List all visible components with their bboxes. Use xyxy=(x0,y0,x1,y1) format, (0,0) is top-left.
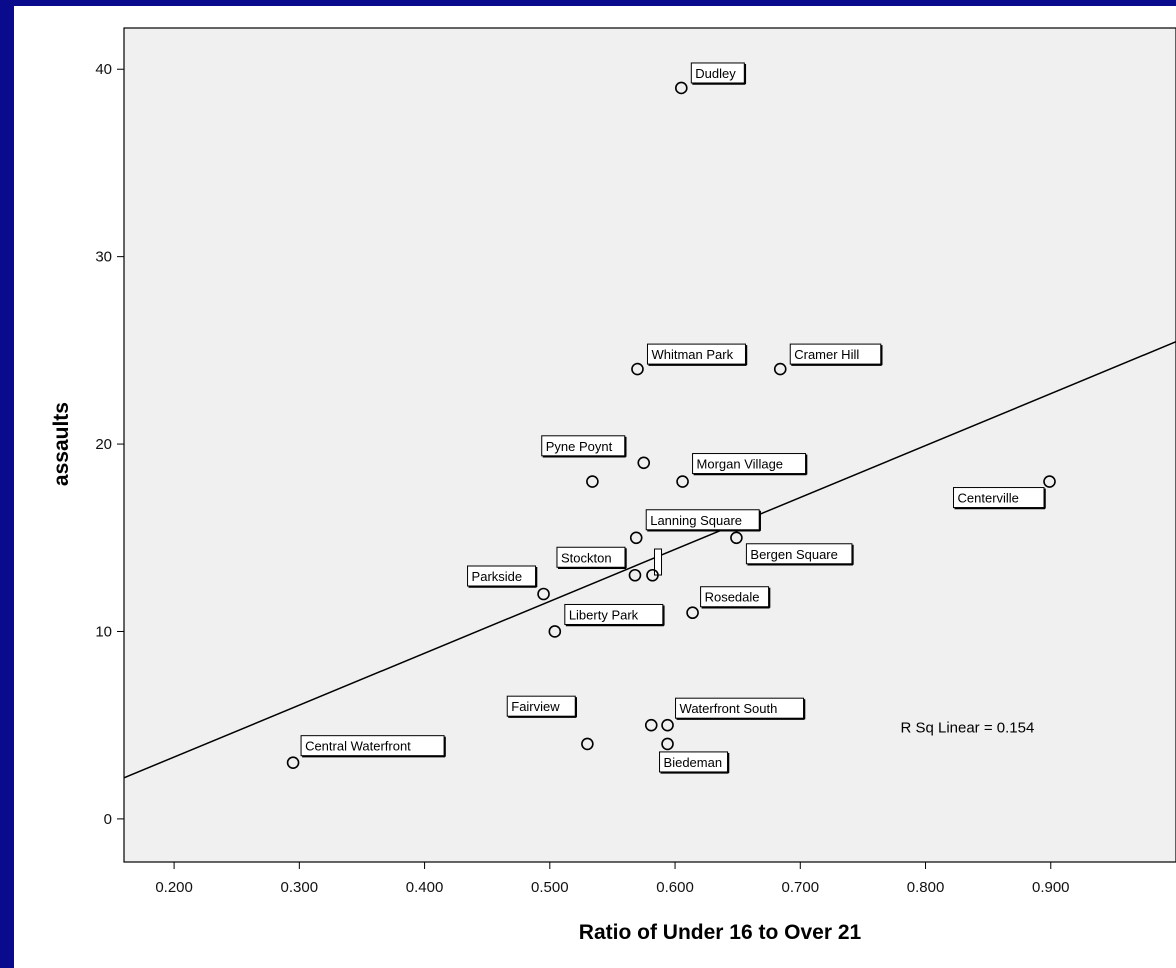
x-tick-label: 0.800 xyxy=(907,879,945,896)
point-label: Fairview xyxy=(511,699,560,714)
point-label-box xyxy=(564,603,664,625)
point-label: Whitman Park xyxy=(651,347,733,362)
y-tick-label: 0 xyxy=(104,811,112,828)
point-label: Cramer Hill xyxy=(794,347,859,362)
x-tick-label: 0.300 xyxy=(281,879,319,896)
data-point xyxy=(661,718,674,732)
point-label: Waterfront South xyxy=(680,701,778,716)
point-label: Rosedale xyxy=(705,590,760,605)
data-point xyxy=(773,362,787,376)
data-point xyxy=(586,475,599,488)
x-axis-title: Ratio of Under 16 to Over 21 xyxy=(579,921,862,944)
x-tick-label: 0.900 xyxy=(1032,879,1070,896)
scatter-chart: 0.200 0.300 0.400 0.500 0.600 0.700 0.800 0.900… xyxy=(50,27,1176,944)
point-label-box xyxy=(541,435,626,457)
point-label-box xyxy=(659,751,729,773)
point-label-box xyxy=(700,586,770,608)
point-label-box xyxy=(506,695,576,717)
y-tick-label: 30 xyxy=(95,249,112,266)
x-tick-label: 0.400 xyxy=(406,879,444,896)
data-point xyxy=(637,456,651,470)
y-tick-label: 10 xyxy=(95,623,112,640)
data-point xyxy=(581,737,594,751)
data-point xyxy=(730,531,743,545)
x-tick-label: 0.500 xyxy=(531,879,569,896)
x-tick-label: 0.200 xyxy=(155,879,193,896)
point-label: Centerville xyxy=(958,491,1019,506)
data-point xyxy=(646,568,659,582)
fit-line-label: R Sq Linear = 0.154 xyxy=(900,720,1034,737)
point-label: Morgan Village xyxy=(697,457,783,472)
point-label-box xyxy=(690,62,745,84)
point-label-box xyxy=(692,453,807,475)
plot-area xyxy=(123,27,1176,863)
data-point xyxy=(676,475,689,488)
point-label-box xyxy=(556,546,626,568)
point-label-box xyxy=(300,735,445,757)
point-label: Bergen Square xyxy=(750,547,837,562)
y-axis-title: assaults xyxy=(50,402,73,486)
y-tick-label: 40 xyxy=(95,61,112,78)
point-label: Stockton xyxy=(561,550,612,565)
point-label: Dudley xyxy=(695,66,736,81)
data-point xyxy=(1043,475,1056,488)
data-point xyxy=(631,362,644,376)
data-point xyxy=(548,625,562,638)
data-point xyxy=(644,718,658,732)
data-point xyxy=(628,568,642,582)
data-point xyxy=(537,587,550,601)
point-label: Liberty Park xyxy=(569,607,639,622)
point-label: Central Waterfront xyxy=(305,739,411,754)
point-label: Biedeman xyxy=(664,755,723,770)
point-label-box xyxy=(789,343,882,365)
point-label-box xyxy=(645,509,760,531)
chart-frame: 0.200 0.300 0.400 0.500 0.600 0.700 0.800 0.900… xyxy=(14,6,1176,968)
fit-line xyxy=(124,341,1176,779)
point-label-box xyxy=(953,487,1045,509)
data-point xyxy=(286,756,300,769)
point-label-box xyxy=(745,543,853,565)
point-label-box xyxy=(675,697,805,719)
point-label: Pyne Poynt xyxy=(546,439,613,454)
data-point xyxy=(675,81,688,95)
point-label: Parkside xyxy=(472,569,523,584)
y-tick-label: 20 xyxy=(95,436,112,453)
data-point xyxy=(686,606,699,620)
x-tick-label: 0.700 xyxy=(782,879,820,896)
data-point xyxy=(629,531,643,545)
data-point xyxy=(661,737,674,751)
x-tick-label: 0.600 xyxy=(656,879,694,896)
point-label-box xyxy=(467,565,537,587)
point-label: Lanning Square xyxy=(650,513,742,528)
point-label-box xyxy=(646,343,746,365)
